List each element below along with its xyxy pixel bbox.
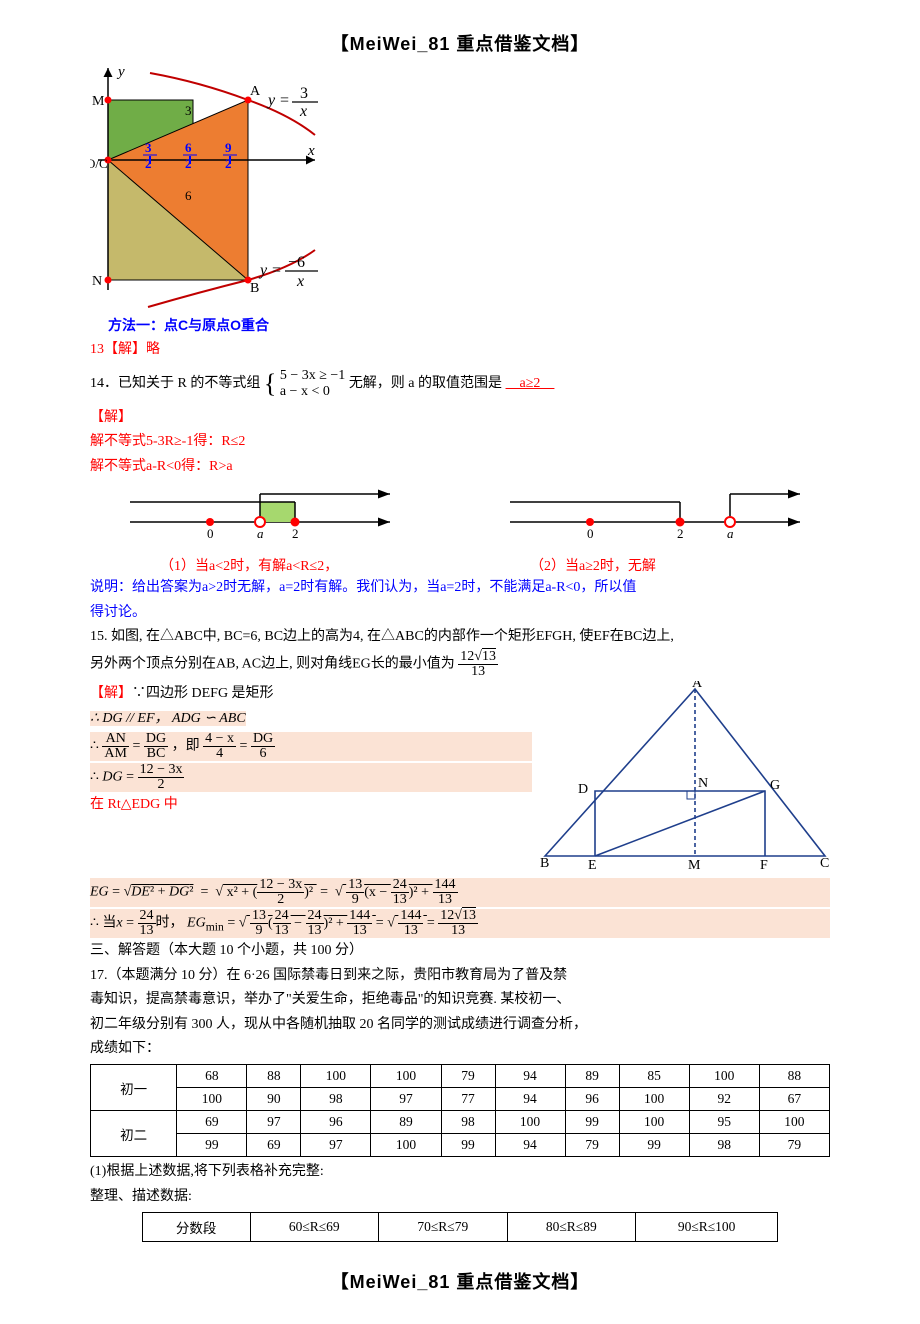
q17-sub1: (1)根据上述数据,将下列表格补充完整: <box>90 1161 830 1183</box>
q15-sol-head: 【解】 <box>90 686 132 701</box>
row-head-1: 初一 <box>91 1065 177 1111</box>
q17-l1: 17.（本题满分 10 分）在 6·26 国际禁毒日到来之际，贵阳市教育局为了普… <box>90 965 830 987</box>
svg-text:D: D <box>578 782 588 797</box>
q15-l2-pre: 另外两个顶点分别在AB, AC边上, 则对角线EG长的最小值为 <box>90 657 455 672</box>
svg-text:6: 6 <box>185 140 192 155</box>
q15-sol-l5: 在 Rt△EDG 中 <box>90 794 532 816</box>
q14-sys-top: 5 − 3x ≥ −1 <box>280 368 345 384</box>
q15-sol-l4: ∴ DG = 12 − 3x2 <box>90 763 532 792</box>
q14-expl2: 得讨论。 <box>90 602 830 624</box>
svg-text:M: M <box>92 94 105 109</box>
score-table: 初一 68881001007994898510088 1009098977794… <box>90 1064 830 1157</box>
q17-l4: 成绩如下： <box>90 1038 830 1060</box>
svg-text:N: N <box>698 776 708 791</box>
page-header: 【MeiWei_81 重点借鉴文档】 <box>90 30 830 56</box>
table-row: 初二 69979689981009910095100 <box>91 1111 830 1134</box>
q14-sys-bot: a − x < 0 <box>280 384 345 400</box>
svg-text:2: 2 <box>292 526 299 541</box>
svg-text:2: 2 <box>185 156 192 171</box>
svg-text:B: B <box>540 856 549 871</box>
q14-text: 14．已知关于 R 的不等式组 { 5 − 3x ≥ −1 a − x < 0 … <box>90 363 830 405</box>
q17-l3: 初二年级分别有 300 人，现从中各随机抽取 20 名同学的测试成绩进行调查分析… <box>90 1014 830 1036</box>
q15-sol-l2: ∴ DG // EF， ADG ∽ ABC <box>90 711 246 726</box>
svg-text:−6: −6 <box>288 254 305 271</box>
table-row: 分数段 60≤R≤69 70≤R≤79 80≤R≤89 90≤R≤100 <box>142 1213 777 1242</box>
q15-ans-den: 13 <box>458 665 498 679</box>
fig1-caption: 方法一：点C与原点O重合 <box>108 315 830 335</box>
q17-l2: 毒知识，提高禁毒意识，举办了"关爱生命，拒绝毒品"的知识竞赛. 某校初一、 <box>90 989 830 1011</box>
svg-text:a: a <box>257 526 264 541</box>
svg-text:2: 2 <box>225 156 232 171</box>
q15-triangle: A B C D E F G M N <box>540 681 830 876</box>
svg-text:M: M <box>688 858 701 871</box>
row-head-2: 初二 <box>91 1111 177 1157</box>
table-row: 1009098977794961009267 <box>91 1088 830 1111</box>
q14-sol-head: 【解】 <box>90 407 830 429</box>
svg-text:G: G <box>770 778 780 793</box>
svg-text:=: = <box>272 262 281 279</box>
q17-tidy: 整理、描述数据: <box>90 1186 830 1208</box>
svg-text:=: = <box>280 92 289 109</box>
svg-text:a: a <box>727 526 734 541</box>
q15-ans-num: 12√13 <box>460 649 496 664</box>
svg-text:0: 0 <box>587 526 594 541</box>
svg-text:C: C <box>820 856 829 871</box>
svg-text:N: N <box>92 274 102 289</box>
svg-text:E: E <box>588 858 597 871</box>
svg-text:y: y <box>266 92 276 109</box>
q15-eg1: EG = √DE² + DG² = √ x² + (12 − 3x2)² = √… <box>90 878 830 907</box>
q13-text: 13【解】略 <box>90 339 830 361</box>
svg-text:9: 9 <box>225 140 232 155</box>
sec3-title: 三、解答题（本大题 10 个小题，共 100 分） <box>90 940 830 962</box>
q14-cap-right: （2）当a≥2时，无解 <box>460 555 830 575</box>
svg-text:B: B <box>250 281 259 296</box>
svg-text:A: A <box>250 84 261 99</box>
q14-pre: 14．已知关于 R 的不等式组 <box>90 376 260 391</box>
svg-text:y: y <box>116 64 125 80</box>
svg-text:y: y <box>258 262 268 279</box>
q15-eg2: ∴ 当x = 2413时， EGmin = √ 139(2413 − 2413)… <box>90 909 830 938</box>
lbl-6: 6 <box>185 188 192 203</box>
range-head: 分数段 <box>142 1213 250 1242</box>
svg-text:2: 2 <box>145 156 152 171</box>
q15-l2: 另外两个顶点分别在AB, AC边上, 则对角线EG长的最小值为 12√13 13 <box>90 650 830 679</box>
table-row: 初一 68881001007994898510088 <box>91 1065 830 1088</box>
svg-text:3: 3 <box>145 140 152 155</box>
table-row: 996997100999479999879 <box>91 1134 830 1157</box>
q14-sol-l1: 解不等式5-3R≥-1得：R≤2 <box>90 431 830 453</box>
q15-sol-l3: ∴ ANAM = DGBC ，即 4 − x4 = DG6 <box>90 732 532 761</box>
q14-sol-l2: 解不等式a-R<0得：R>a <box>90 456 830 478</box>
svg-text:F: F <box>760 858 768 871</box>
svg-text:2: 2 <box>677 526 684 541</box>
q14-mid: 无解，则 a 的取值范围是 <box>349 376 502 391</box>
q14-cap-left: （1）当a<2时，有解a<R≤2， <box>160 555 460 575</box>
q14-numberlines: 0 a 2 0 2 a <box>90 482 830 551</box>
lbl-3: 3 <box>185 103 192 118</box>
svg-text:A: A <box>692 681 703 691</box>
svg-text:3: 3 <box>300 85 308 102</box>
q15-sol-l1: ∵四边形 DEFG 是矩形 <box>132 686 274 701</box>
fig-hyperbola: 32 62 92 3 6 y x M A O/C N B y = 3 x <box>90 60 830 335</box>
svg-text:O/C: O/C <box>90 156 108 171</box>
svg-text:0: 0 <box>207 526 214 541</box>
svg-text:x: x <box>296 273 304 290</box>
range-table: 分数段 60≤R≤69 70≤R≤79 80≤R≤89 90≤R≤100 <box>142 1212 778 1242</box>
svg-text:x: x <box>299 103 307 120</box>
q14-answer: a≥2 <box>506 376 555 391</box>
q15-l1: 15. 如图, 在△ABC中, BC=6, BC边上的高为4, 在△ABC的内部… <box>90 626 830 648</box>
svg-text:x: x <box>307 143 315 159</box>
page-footer: 【MeiWei_81 重点借鉴文档】 <box>90 1268 830 1294</box>
q14-expl1: 说明：给出答案为a>2时无解，a=2时有解。我们认为，当a=2时，不能满足a-R… <box>90 577 830 599</box>
